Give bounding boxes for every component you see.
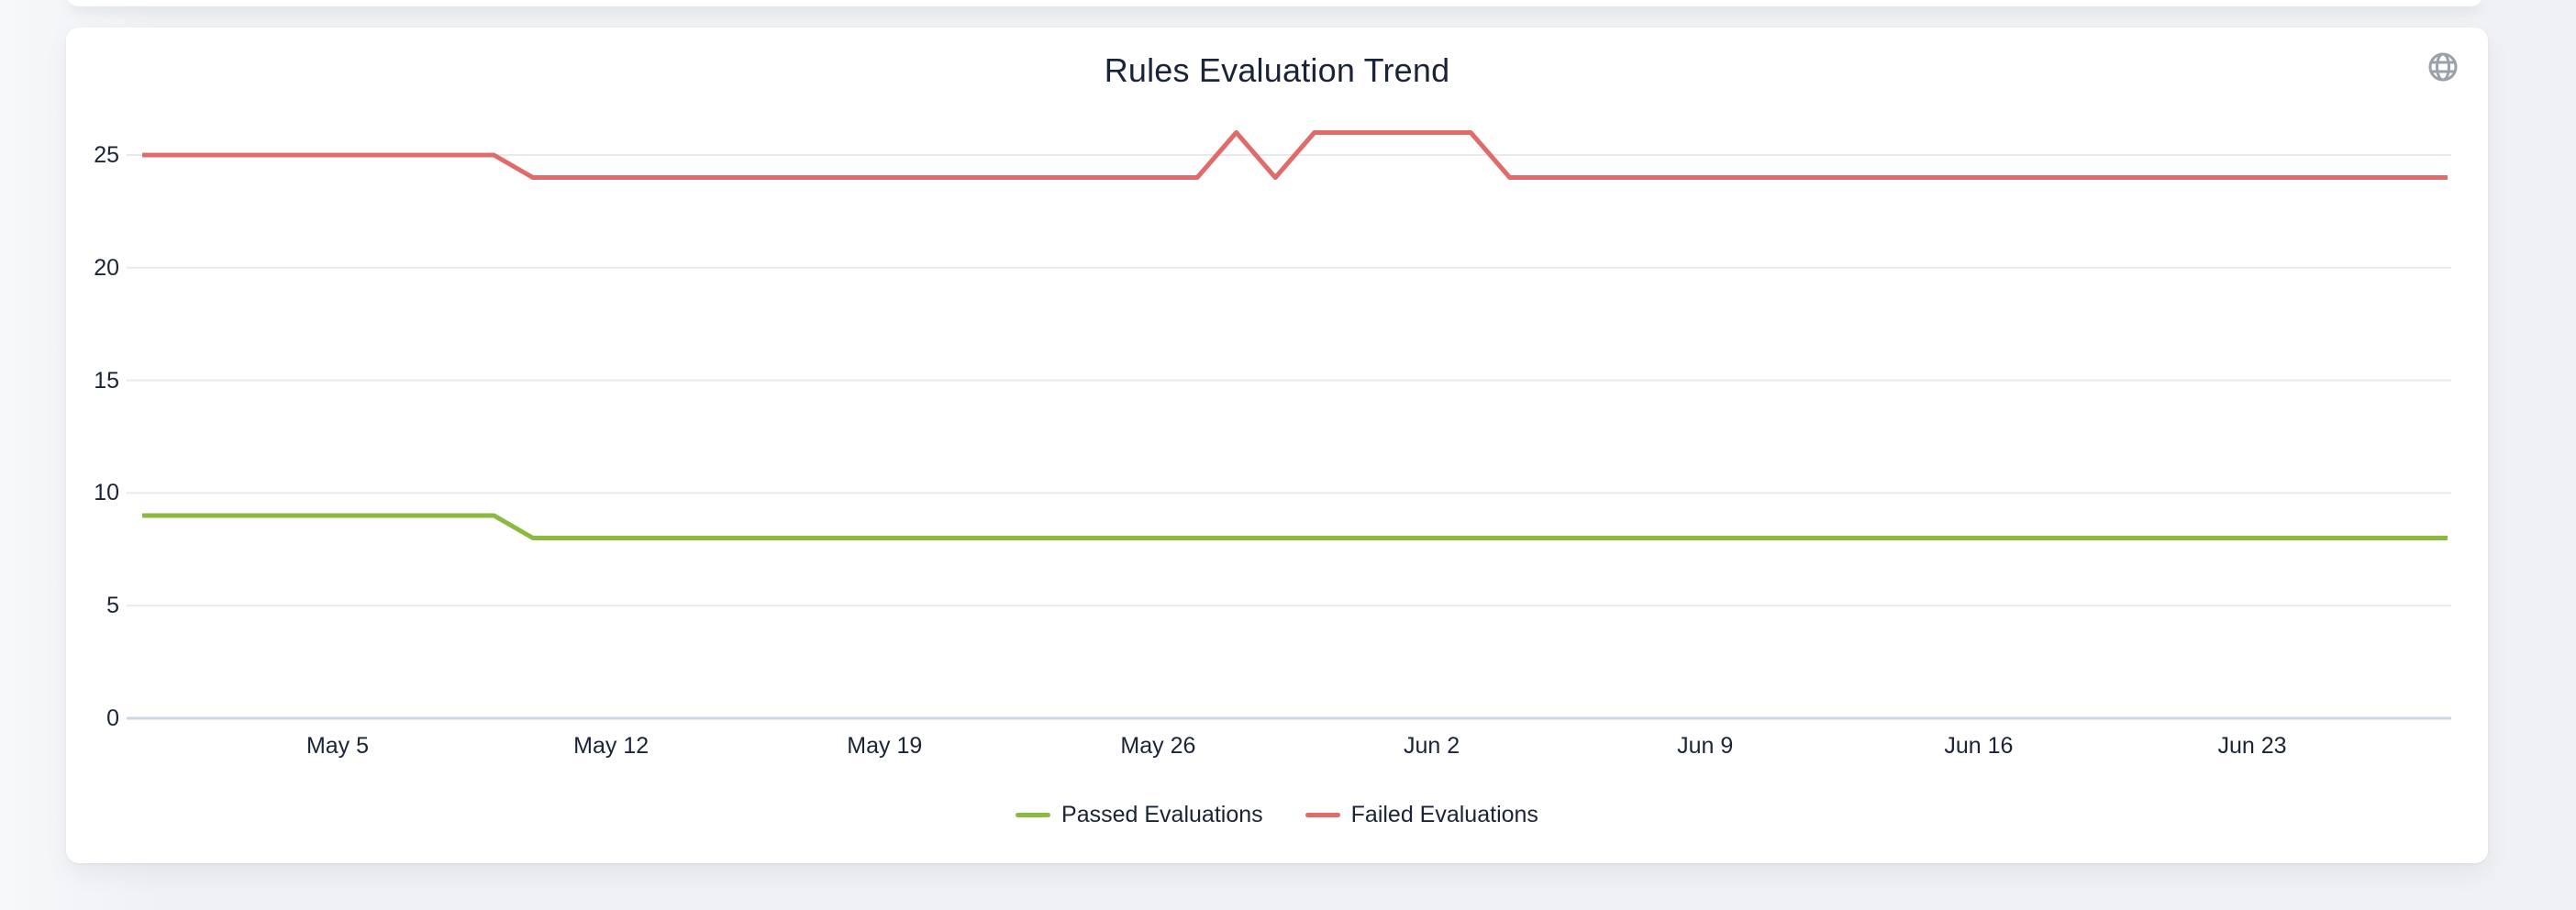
- chart-canvas: [127, 129, 2451, 720]
- legend-item-failed-evaluations[interactable]: Failed Evaluations: [1305, 801, 1538, 828]
- legend-label: Failed Evaluations: [1350, 802, 1538, 827]
- y-tick-label: 5: [106, 593, 119, 619]
- series-line-passed-evaluations: [142, 513, 2448, 541]
- legend-item-passed-evaluations[interactable]: Passed Evaluations: [1016, 801, 1263, 828]
- y-tick-label: 15: [94, 367, 119, 394]
- x-tick-label: Jun 23: [2217, 733, 2287, 759]
- y-tick-label: 20: [94, 254, 119, 281]
- y-tick-label: 25: [94, 142, 119, 168]
- x-tick-label: Jun 9: [1677, 733, 1734, 759]
- x-tick-label: May 12: [573, 733, 650, 759]
- x-tick-label: May 5: [305, 733, 370, 759]
- legend-swatch: [1016, 812, 1051, 817]
- rules-evaluation-trend-card: Rules Evaluation Trend 0 5 10 15 20 25 May 5 M…: [66, 28, 2488, 863]
- x-tick-label: May 26: [1120, 733, 1196, 759]
- y-tick-label: 0: [106, 705, 119, 731]
- x-tick-label: Jun 2: [1403, 733, 1460, 759]
- x-tick-label: Jun 16: [1944, 733, 2014, 759]
- legend-label: Passed Evaluations: [1061, 802, 1263, 827]
- previous-card-bottom-edge: [66, 0, 2483, 6]
- legend-swatch: [1305, 812, 1340, 817]
- chart-plot-area: 0 5 10 15 20 25 May 5 May 12 May 19 May 26 Jun 2 J…: [66, 28, 2488, 863]
- globe-icon: [2427, 51, 2459, 83]
- x-tick-label: May 19: [847, 733, 923, 759]
- chart-legend: Passed Evaluations Failed Evaluations: [66, 801, 2488, 828]
- series-line-failed-evaluations: [142, 129, 2448, 181]
- globe-button[interactable]: [2426, 50, 2460, 84]
- y-tick-label: 10: [94, 480, 119, 506]
- chart-title: Rules Evaluation Trend: [1104, 51, 1450, 89]
